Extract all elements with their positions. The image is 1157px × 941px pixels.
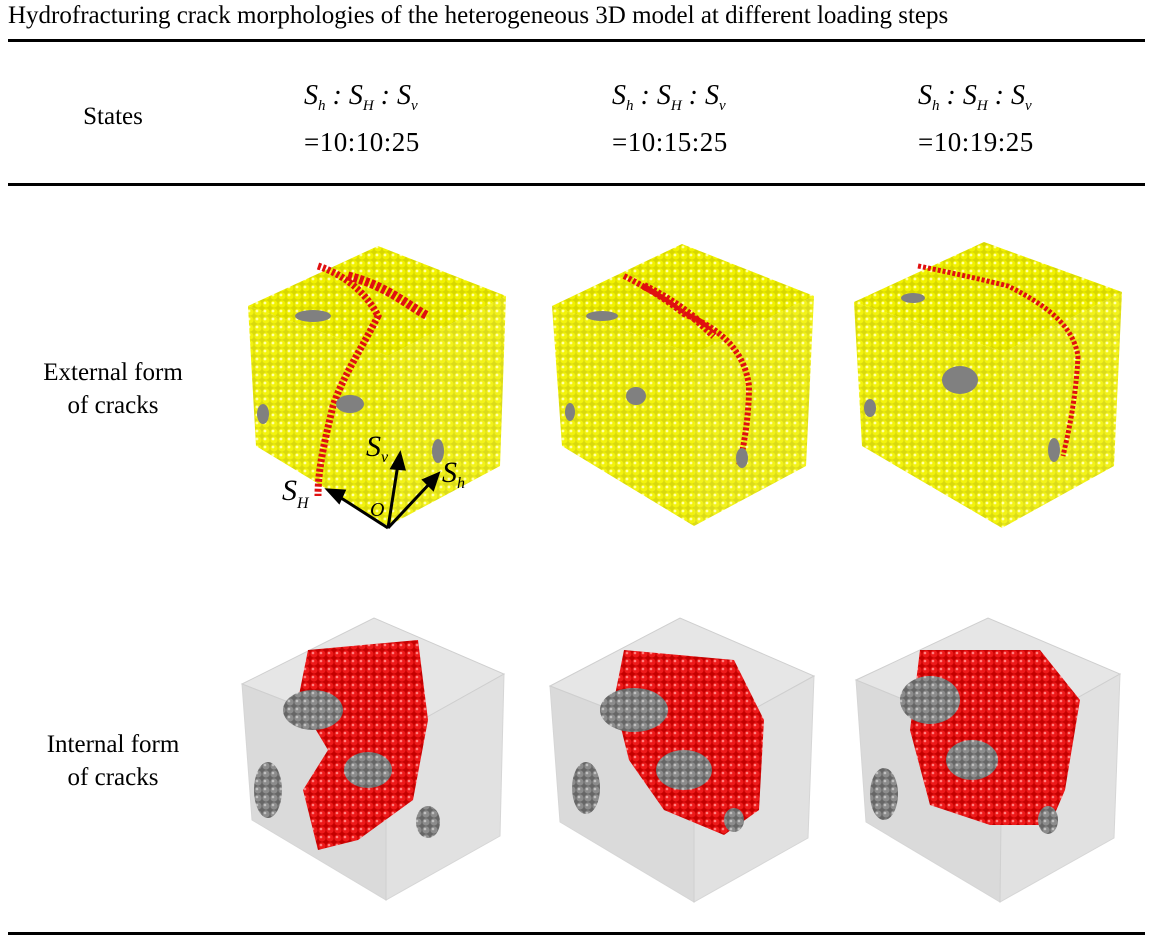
inclusion [942,366,978,394]
state-3: Sh : SH : Sv =10:19:25 [918,78,1034,160]
inclusion-cluster [900,676,960,724]
figure-caption: Hydrofracturing crack morphologies of th… [8,2,949,29]
inclusion [586,311,618,321]
internal-label-line2: of cracks [67,764,159,791]
external-label-line2: of cracks [67,392,159,419]
states-label: States [83,103,143,130]
state-2-values: =10:15:25 [612,127,728,157]
stress-axes [324,450,441,530]
inclusion [901,293,925,303]
state-2-symbols: Sh : SH : Sv [612,80,726,114]
external-cube-2 [552,244,814,526]
inclusion-cluster [254,762,282,818]
internal-cube-3 [854,617,1122,903]
inclusion-cluster [946,740,998,780]
inclusion [864,399,876,417]
cube-top-face [854,242,1122,352]
inclusion-cluster [344,752,392,788]
state-1-symbols: Sh : SH : Sv [304,80,418,114]
top-rule [8,39,1145,42]
header-rule [8,183,1145,186]
inclusion [736,448,748,468]
origin-label: O [370,499,384,521]
cube-right-face [1002,292,1122,528]
external-cube-3 [854,242,1122,528]
cube-top-face [248,246,506,356]
internal-cube-1 [240,617,506,901]
inclusion [432,439,444,463]
crack-cloud [910,650,1080,825]
inclusion [295,310,331,322]
internal-label: Internal form of cracks [8,728,218,794]
sH-axis-label: SH [282,474,310,512]
crack-path [346,271,431,321]
state-1-values: =10:10:25 [304,127,420,157]
inclusion-cluster [870,768,898,820]
bottom-rule [8,932,1145,935]
external-label-line1: External form [43,359,183,386]
crack-path [622,273,753,467]
inclusion-cluster [724,808,744,832]
inclusion-cluster [1038,806,1058,834]
cube-right-face [694,296,814,526]
state-3-values: =10:19:25 [918,127,1034,157]
inclusion-cluster [283,690,343,730]
internal-label-line1: Internal form [46,731,180,758]
cube-right-face [388,296,506,526]
inclusion [257,404,269,424]
crack-path [642,282,717,339]
inclusion-cluster [656,750,712,790]
state-1: Sh : SH : Sv =10:10:25 [304,78,420,160]
crack-cloud [298,640,428,850]
crack-path [314,262,382,497]
crack-path [917,263,1081,457]
cube-left-face [552,306,694,526]
external-cube-1: Sv Sh SH O [248,246,506,530]
state-2: Sh : SH : Sv =10:15:25 [612,78,728,160]
internal-cube-2 [548,617,816,903]
external-label: External form of cracks [8,356,218,422]
cube-top-face [552,244,814,354]
cube-left-face [854,302,1004,528]
inclusion-cluster [416,806,440,838]
inclusion [1048,438,1060,462]
inclusion-cluster [600,688,668,732]
state-3-symbols: Sh : SH : Sv [918,80,1032,114]
inclusion [336,395,364,413]
inclusion [565,403,575,421]
inclusion-cluster [572,762,600,814]
inclusion [626,387,646,405]
